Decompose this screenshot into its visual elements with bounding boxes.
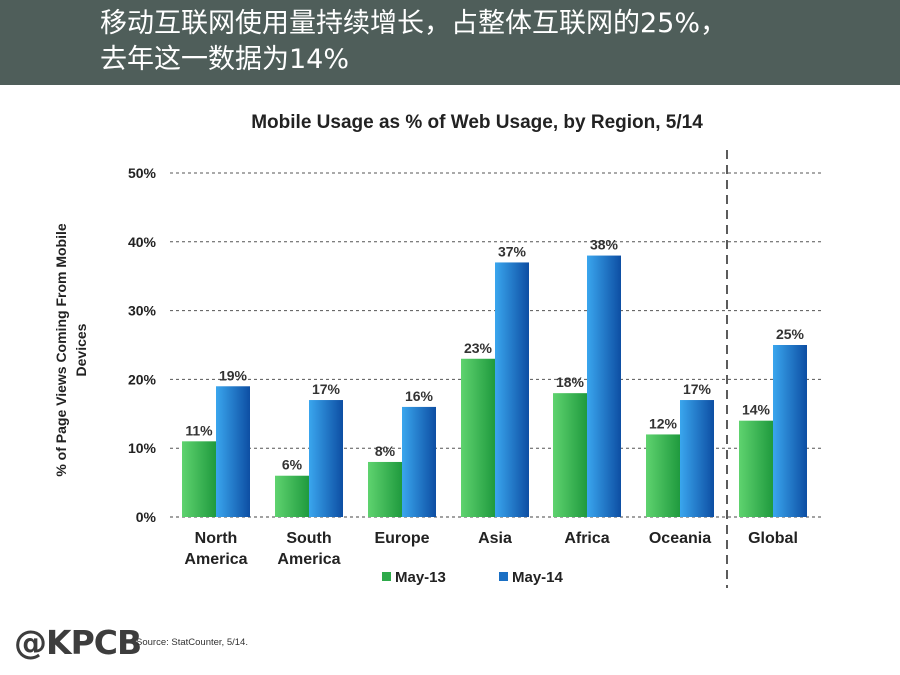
bar	[275, 475, 309, 517]
bar	[495, 262, 529, 517]
legend-label: May-13	[395, 569, 446, 586]
y-tick-label: 0%	[136, 509, 157, 525]
data-label: 17%	[683, 381, 712, 397]
x-tick-label: America	[277, 551, 340, 568]
data-label: 12%	[649, 415, 678, 431]
y-axis-label-line: % of Page Views Coming From Mobile	[53, 223, 69, 477]
x-tick-label: North	[195, 530, 238, 547]
bar	[309, 400, 343, 517]
data-label: 38%	[590, 237, 619, 253]
header-title-line1: 移动互联网使用量持续增长，占整体互联网的25%，	[100, 8, 728, 39]
header-title-line2: 去年这一数据为14%	[100, 44, 350, 75]
bar	[461, 358, 495, 517]
data-label: 8%	[375, 443, 396, 459]
legend-swatch	[382, 572, 391, 581]
x-tick-label: Africa	[564, 530, 609, 547]
data-label: 17%	[312, 381, 341, 397]
legend-swatch	[499, 572, 508, 581]
data-label: 6%	[282, 457, 303, 473]
bar	[680, 400, 714, 517]
data-label: 11%	[185, 422, 213, 438]
x-tick-label: America	[184, 551, 247, 568]
data-label: 37%	[498, 243, 527, 259]
y-tick-label: 40%	[128, 234, 157, 250]
bar	[773, 345, 807, 517]
legend-label: May-14	[512, 569, 564, 586]
x-tick-label: South	[286, 530, 331, 547]
bar	[739, 420, 773, 517]
slide-header: 移动互联网使用量持续增长，占整体互联网的25%， 去年这一数据为14%	[0, 0, 900, 85]
data-label: 14%	[742, 402, 771, 418]
bar	[587, 255, 621, 517]
chart-title: Mobile Usage as % of Web Usage, by Regio…	[251, 112, 703, 133]
y-tick-label: 10%	[128, 440, 157, 456]
y-axis-label-line: Devices	[73, 323, 89, 376]
data-label: 23%	[464, 340, 493, 356]
source-note: Source: StatCounter, 5/14.	[136, 637, 248, 648]
data-label: 18%	[556, 374, 585, 390]
bar-chart: Mobile Usage as % of Web Usage, by Regio…	[53, 112, 822, 588]
bar	[646, 434, 680, 517]
bar	[553, 393, 587, 517]
data-label: 19%	[219, 367, 248, 383]
bar	[216, 386, 250, 517]
kpcb-logo: @KPCB	[14, 623, 142, 662]
bar	[368, 461, 402, 517]
data-label: 25%	[776, 326, 805, 342]
y-tick-label: 50%	[128, 165, 157, 181]
bar	[402, 406, 436, 517]
y-tick-label: 30%	[128, 303, 157, 319]
x-tick-label: Europe	[374, 530, 429, 547]
x-tick-label: Oceania	[649, 530, 711, 547]
x-tick-label: Asia	[478, 530, 512, 547]
data-label: 16%	[405, 388, 434, 404]
x-tick-label: Global	[748, 530, 798, 547]
y-tick-label: 20%	[128, 371, 157, 387]
bar	[182, 441, 216, 517]
